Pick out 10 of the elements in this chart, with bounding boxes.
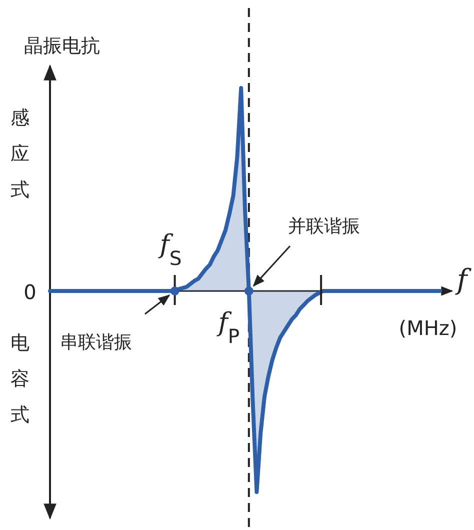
text: 0 bbox=[24, 280, 36, 304]
y-axis-title: 晶振电抗 bbox=[24, 35, 100, 57]
text: 电容式 bbox=[10, 332, 30, 426]
annotation: (MHz) bbox=[398, 316, 458, 340]
annotation: 串联谐振 bbox=[60, 332, 132, 353]
x-axis-title: f bbox=[454, 263, 472, 296]
annotation: f$_{S}$ bbox=[158, 230, 182, 270]
text: 感应式 bbox=[10, 107, 30, 201]
annotation: 并联谐振 bbox=[288, 216, 360, 237]
annotation: f$_{P}$ bbox=[216, 308, 240, 348]
